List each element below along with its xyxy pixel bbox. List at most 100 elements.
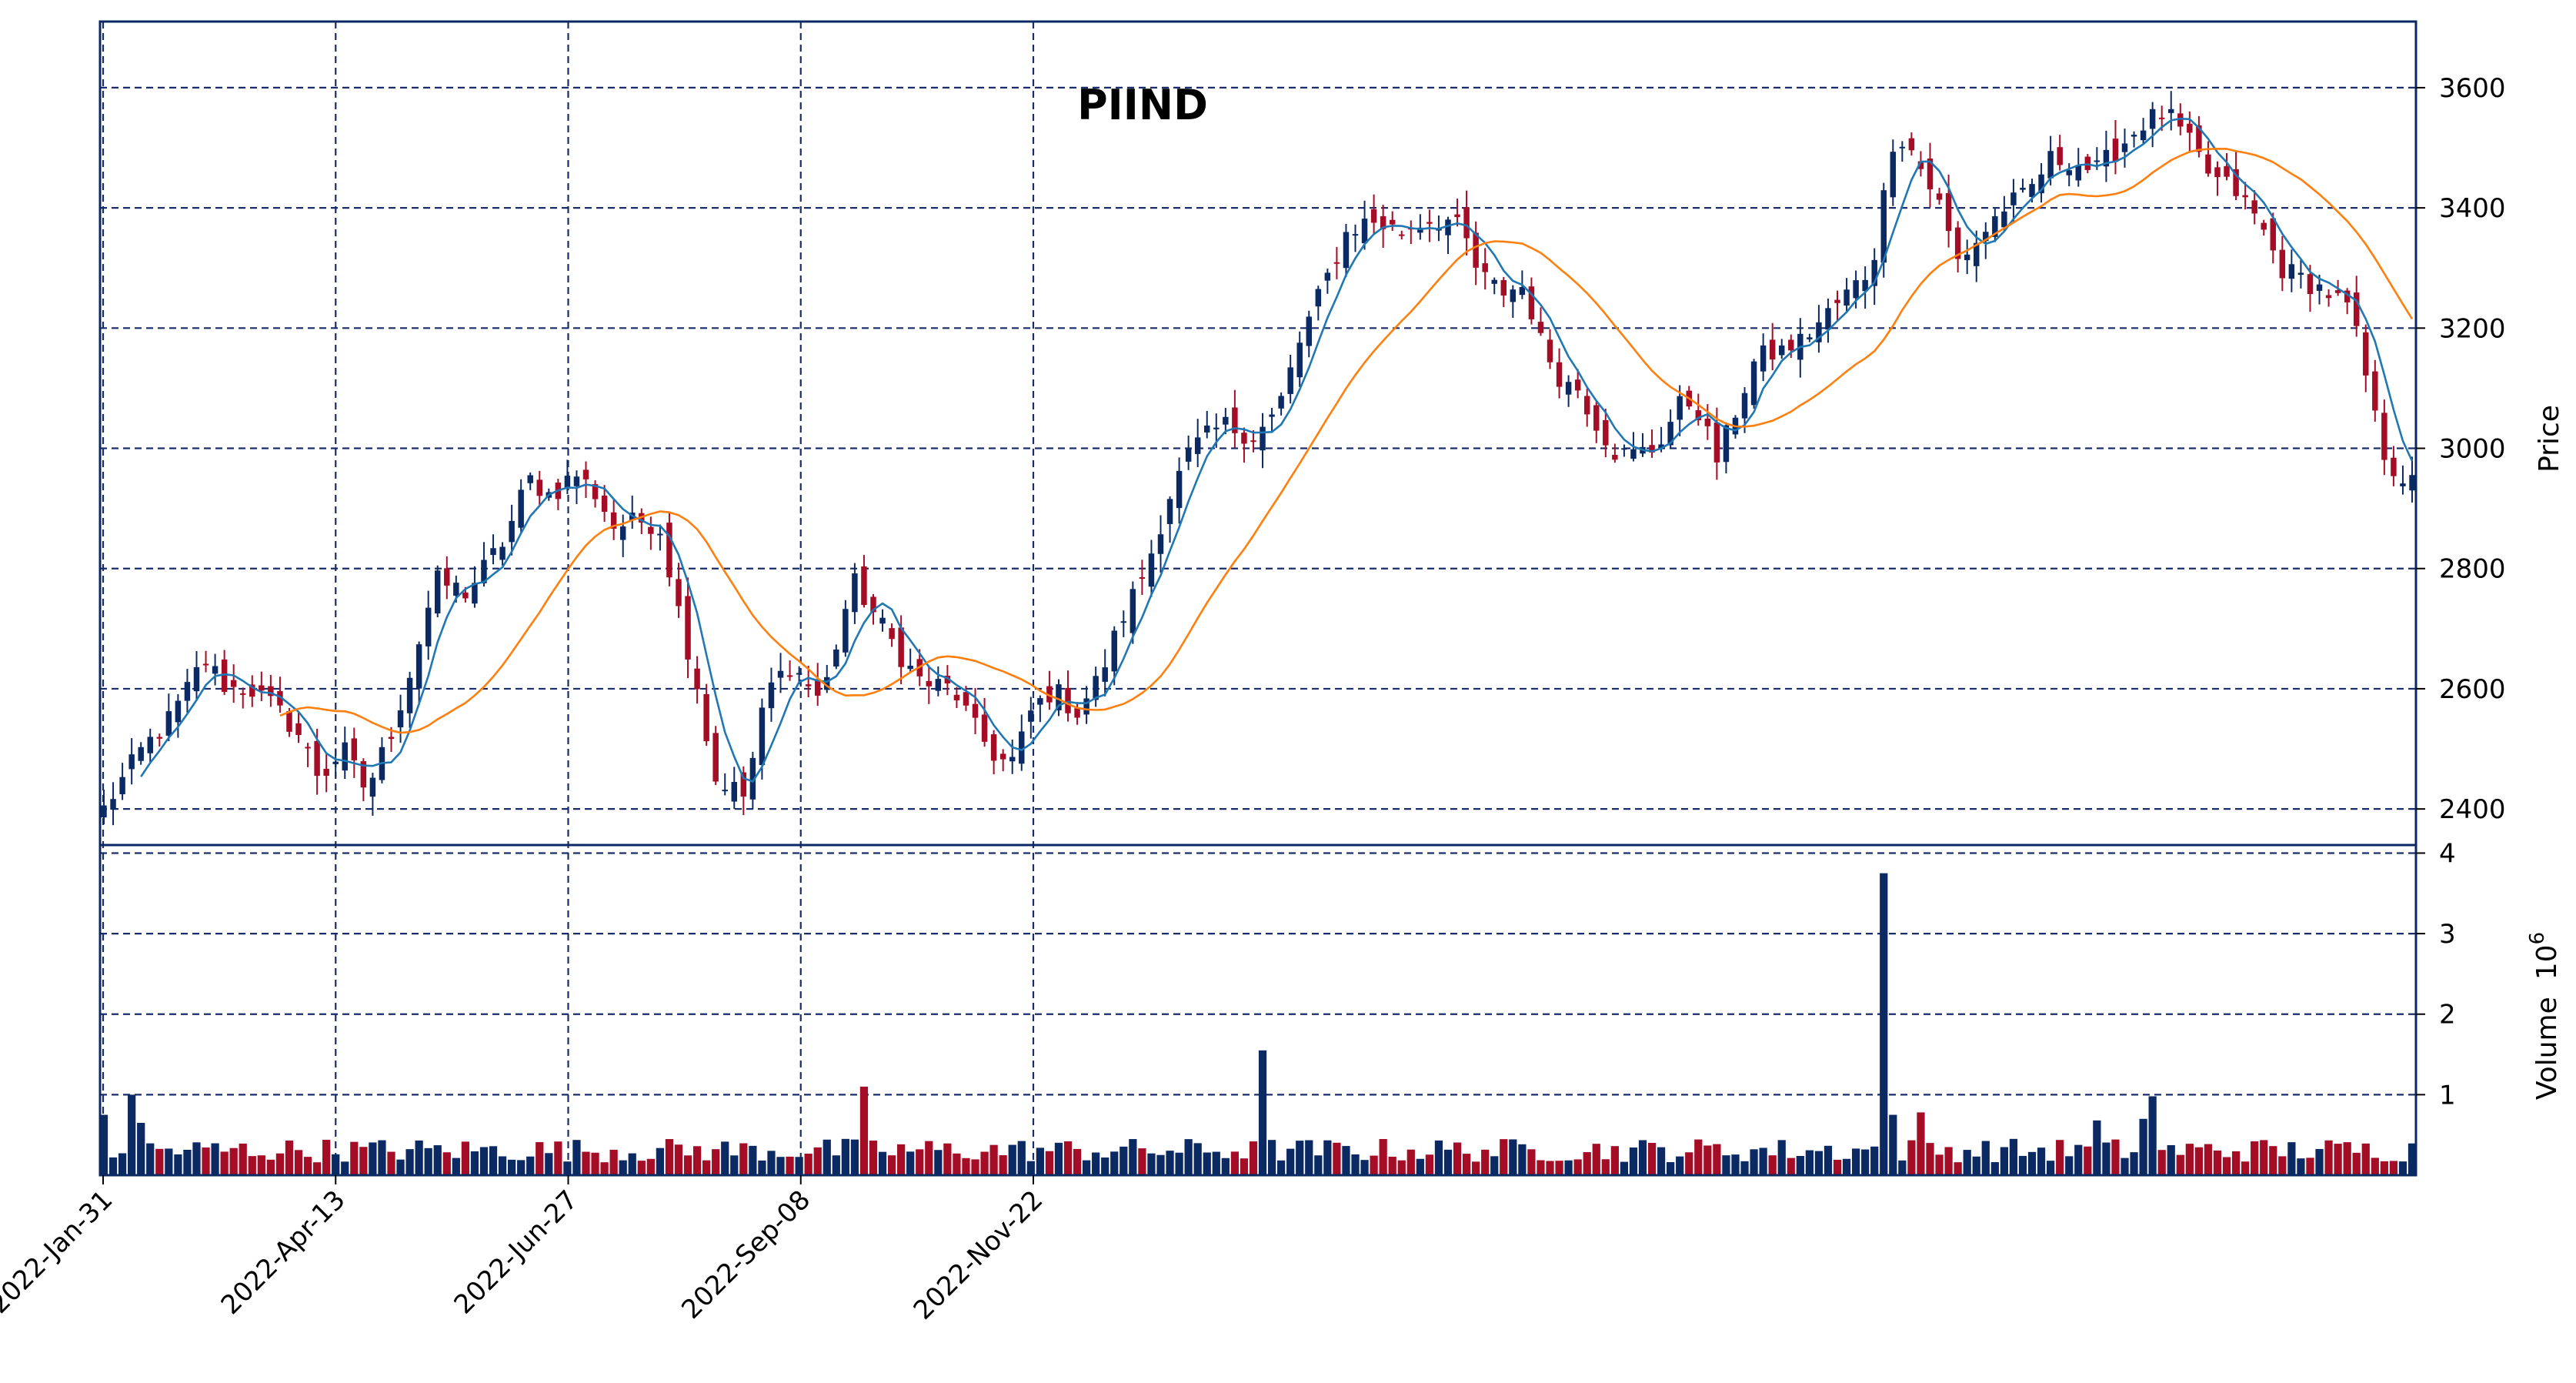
candle [1463, 190, 1470, 256]
candle [1166, 496, 1173, 543]
candle [1704, 404, 1711, 440]
price-axis-title: Price [2534, 405, 2565, 473]
candle-body [2038, 174, 2044, 194]
candle [2391, 446, 2397, 486]
candle [499, 542, 506, 566]
candle-body [1417, 227, 1423, 233]
volume-bar [1425, 1154, 1434, 1175]
candle-body [907, 666, 913, 670]
volume-bar [1610, 1146, 1619, 1175]
candle-body [1871, 259, 1877, 286]
date-gridlines [102, 22, 1035, 1175]
volume-bar [1092, 1152, 1100, 1175]
candle-body [128, 754, 135, 770]
candle-body [731, 782, 738, 802]
candle-body [1037, 698, 1043, 705]
candle-body [1324, 272, 1331, 281]
volume-bar [1842, 1158, 1851, 1175]
candle-body [175, 700, 182, 723]
candle-body [1389, 219, 1396, 225]
candle-body [1278, 396, 1284, 409]
candle [1936, 187, 1943, 205]
volume-bar [1221, 1158, 1230, 1175]
volume-bar [619, 1160, 627, 1175]
volume-bar [1629, 1147, 1638, 1175]
candle-body [1361, 219, 1368, 244]
candle-body [435, 570, 441, 614]
candle-body [1899, 146, 1906, 149]
candle [2288, 249, 2295, 292]
candle-body [1510, 289, 1517, 302]
candle-body [2094, 160, 2101, 162]
candle [694, 656, 700, 704]
volume-bar [211, 1143, 219, 1175]
candle [2242, 182, 2248, 210]
volume-bar [146, 1143, 155, 1175]
candle-body [1213, 427, 1220, 429]
candle-body [472, 583, 478, 604]
volume-bar [1750, 1149, 1758, 1175]
candle [230, 664, 237, 703]
candle [657, 524, 663, 551]
candle [295, 712, 302, 743]
candle-body [1370, 209, 1377, 223]
candle-body [1463, 207, 1470, 239]
volume-bar [1777, 1140, 1786, 1175]
candle-body [953, 694, 960, 701]
candle-body [1333, 262, 1340, 264]
candle [676, 563, 682, 618]
candle [1333, 246, 1340, 279]
volume-bar [108, 1157, 118, 1175]
volume-bar [1397, 1160, 1406, 1175]
candle [1111, 626, 1117, 686]
candle-body [490, 548, 496, 556]
candle-body [1621, 448, 1627, 450]
volume-tick-label: 2 [2439, 1000, 2456, 1031]
volume-bar [1601, 1159, 1610, 1175]
candle [1862, 266, 1868, 309]
candle-body [1315, 289, 1322, 307]
candle-body [2140, 130, 2147, 141]
candle-body [694, 668, 700, 690]
candle-body [2149, 109, 2156, 129]
candle [2131, 131, 2137, 148]
candle-body [759, 707, 766, 766]
candle-body [749, 757, 756, 800]
candle [1491, 277, 1497, 295]
volume-bar [2194, 1147, 2204, 1175]
candle-body [1111, 630, 1117, 672]
volume-bar [1193, 1143, 1202, 1175]
candle-body [2168, 109, 2174, 113]
candle [805, 666, 812, 698]
candle-body [1769, 339, 1776, 360]
candle [444, 556, 450, 600]
candle-body [814, 679, 821, 696]
candle [1445, 216, 1451, 255]
candle-body [703, 693, 709, 742]
candle-body [518, 489, 524, 528]
volume-bar [1824, 1145, 1833, 1175]
volume-bar [897, 1144, 906, 1175]
candle [1778, 339, 1785, 359]
candle-body [1853, 280, 1859, 299]
volume-bar [2352, 1152, 2361, 1175]
candle [1260, 413, 1266, 469]
volume-bar [916, 1149, 924, 1175]
candle [397, 694, 404, 743]
candle [1269, 407, 1275, 433]
candle [814, 663, 821, 707]
candle [425, 590, 432, 660]
volume-bar [925, 1141, 933, 1175]
candle [935, 666, 942, 697]
candle-body [2066, 170, 2072, 175]
volume-bar [2260, 1140, 2268, 1175]
volume-bar [1546, 1161, 1554, 1175]
candle-body [499, 546, 506, 560]
candle [1296, 331, 1303, 387]
volume-bar [1129, 1139, 1137, 1175]
candle [1361, 200, 1368, 250]
candle [685, 577, 691, 679]
volume-bar [887, 1155, 896, 1175]
candle [2214, 161, 2221, 196]
candle-body [1807, 337, 1813, 339]
